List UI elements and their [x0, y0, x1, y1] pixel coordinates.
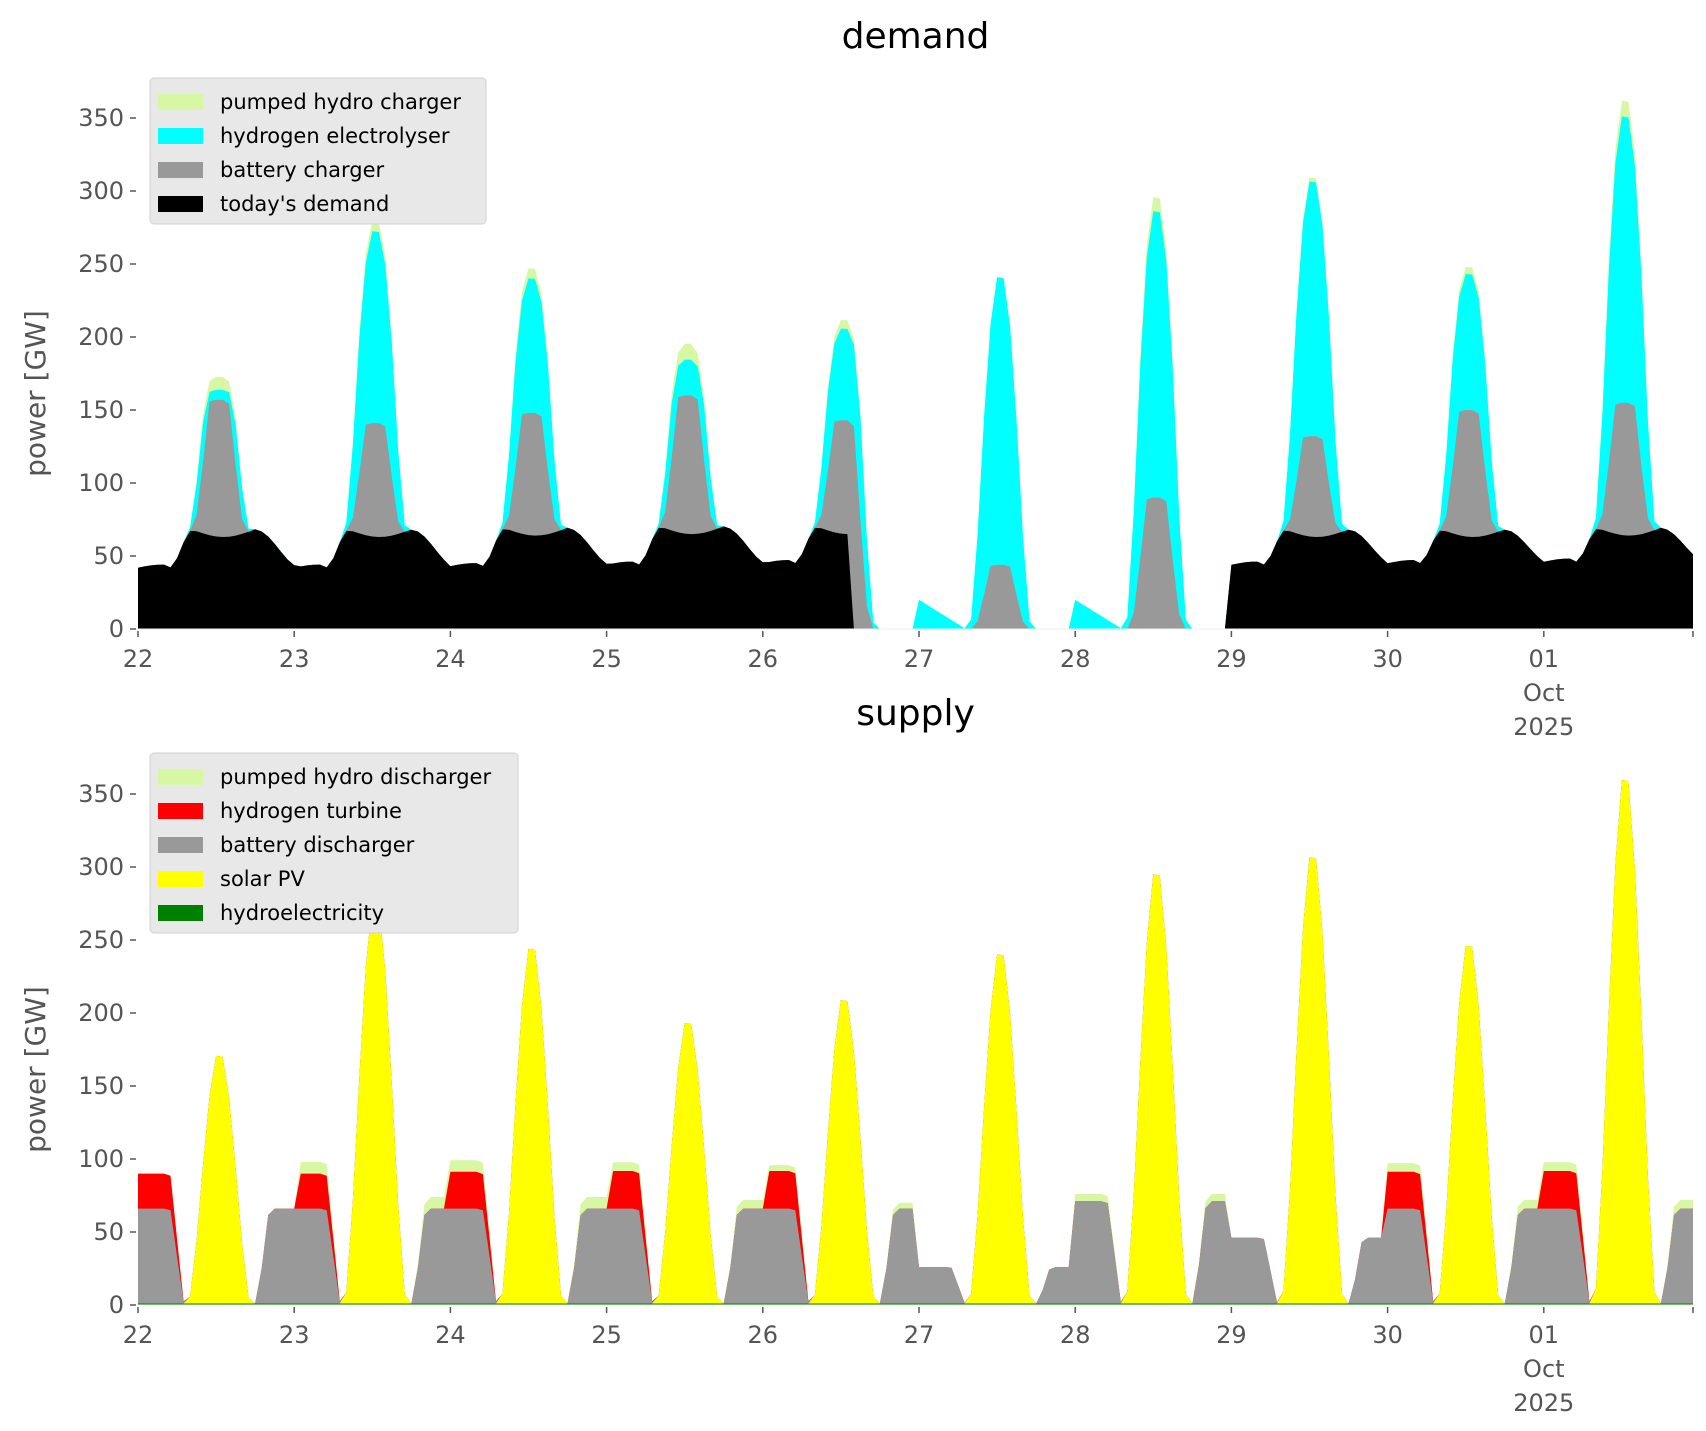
legend-label: battery discharger [220, 833, 415, 857]
x-tick-label: 25 [591, 1321, 622, 1349]
y-tick-label: 250 [78, 250, 124, 278]
legend-label: today's demand [220, 192, 389, 216]
x-tick-label: 29 [1216, 645, 1247, 673]
x-tick-month: Oct [1523, 1355, 1565, 1383]
x-tick-label: 28 [1060, 1321, 1091, 1349]
area-solar [138, 779, 1693, 1305]
y-tick-label: 0 [109, 615, 124, 643]
legend-label: solar PV [220, 867, 305, 891]
x-tick-year: 2025 [1513, 713, 1574, 741]
x-tick-label: 30 [1372, 645, 1403, 673]
x-tick-label: 24 [435, 645, 466, 673]
x-tick-label: 23 [279, 1321, 310, 1349]
y-tick-label: 100 [78, 1145, 124, 1173]
x-tick-label: 24 [435, 1321, 466, 1349]
y-tick-label: 150 [78, 1072, 124, 1100]
legend-box [149, 752, 519, 934]
chart-title: supply [856, 693, 975, 734]
x-tick-label: 26 [748, 645, 779, 673]
x-tick-label: 22 [123, 645, 154, 673]
legend-swatch [158, 871, 203, 887]
legend-label: pumped hydro discharger [220, 765, 491, 789]
x-tick-label: 23 [279, 645, 310, 673]
legend-label: hydrogen turbine [220, 799, 402, 823]
y-tick-label: 100 [78, 469, 124, 497]
legend-swatch [158, 196, 203, 212]
legend-label: battery charger [220, 158, 385, 182]
legend-label: hydroelectricity [220, 901, 384, 925]
x-tick-label: 22 [123, 1321, 154, 1349]
legend-swatch [158, 94, 203, 110]
y-tick-label: 300 [78, 177, 124, 205]
x-tick-label: 01 [1529, 1321, 1560, 1349]
x-tick-label: 26 [748, 1321, 779, 1349]
demand-panel: demand power [GW] 0 50 100 150 200 250 300 350 22 2… [19, 16, 1694, 741]
supply-panel: supply power [GW] 0 50 100 150 200 250 300 350 22 2… [19, 693, 1694, 1417]
y-axis-label: power [GW] [19, 986, 52, 1153]
y-tick-label: 300 [78, 853, 124, 881]
y-tick-label: 200 [78, 999, 124, 1027]
x-tick-label: 27 [904, 645, 935, 673]
legend-swatch [158, 162, 203, 178]
legend-swatch [158, 128, 203, 144]
x-tick-year: 2025 [1513, 1389, 1574, 1417]
legend-label: pumped hydro charger [220, 90, 461, 114]
legend-box [149, 77, 487, 225]
y-tick-label: 250 [78, 926, 124, 954]
y-tick-label: 0 [109, 1291, 124, 1319]
x-tick-month: Oct [1523, 679, 1565, 707]
x-tick-label: 01 [1529, 645, 1560, 673]
x-tick-label: 25 [591, 645, 622, 673]
legend-swatch [158, 905, 203, 921]
legend-label: hydrogen electrolyser [220, 124, 450, 148]
y-tick-label: 350 [78, 780, 124, 808]
legend-swatch [158, 837, 203, 853]
y-tick-label: 50 [93, 1218, 124, 1246]
y-tick-label: 150 [78, 396, 124, 424]
y-tick-label: 50 [93, 542, 124, 570]
y-tick-label: 350 [78, 104, 124, 132]
x-tick-label: 28 [1060, 645, 1091, 673]
y-axis-label: power [GW] [19, 310, 52, 477]
x-tick-label: 27 [904, 1321, 935, 1349]
y-tick-label: 200 [78, 323, 124, 351]
x-tick-label: 29 [1216, 1321, 1247, 1349]
x-tick-label: 30 [1372, 1321, 1403, 1349]
legend-swatch [158, 803, 203, 819]
area-demand [138, 526, 1693, 629]
chart-title: demand [842, 16, 990, 57]
legend-swatch [158, 769, 203, 785]
